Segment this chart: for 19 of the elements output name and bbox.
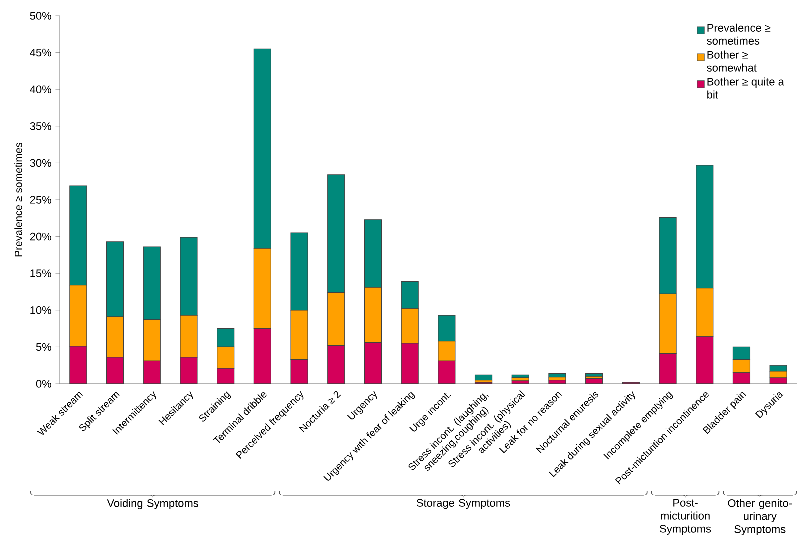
text: Voiding Symptoms [107,499,198,510]
y-tick-label: 20% [30,232,52,241]
y-tick-label: 0% [36,380,52,388]
text: Other genito-urinary Symptoms [728,499,792,536]
legend-label: Prevalence ≥ sometimes [707,24,771,45]
text: Post-micturition Symptoms [660,499,712,536]
y-tick-label: 5% [36,343,52,352]
legend-label: Bother ≥ quite a bit [708,78,784,99]
legend-label: Bother ≥ somewhat [707,50,757,72]
y-tick-label: 45% [30,48,52,57]
y-tick-label: 40% [30,86,52,94]
y-tick-label: 30% [30,159,52,168]
y-axis-title: Prevalence ≥ sometimes [14,142,22,257]
y-tick-label: 35% [30,122,52,130]
y-tick-label: 50% [30,12,52,20]
y-tick-label: 25% [30,196,52,204]
text: Storage Symptoms [416,499,510,510]
y-tick-label: 10% [30,306,52,314]
y-tick-label: 15% [30,270,52,278]
